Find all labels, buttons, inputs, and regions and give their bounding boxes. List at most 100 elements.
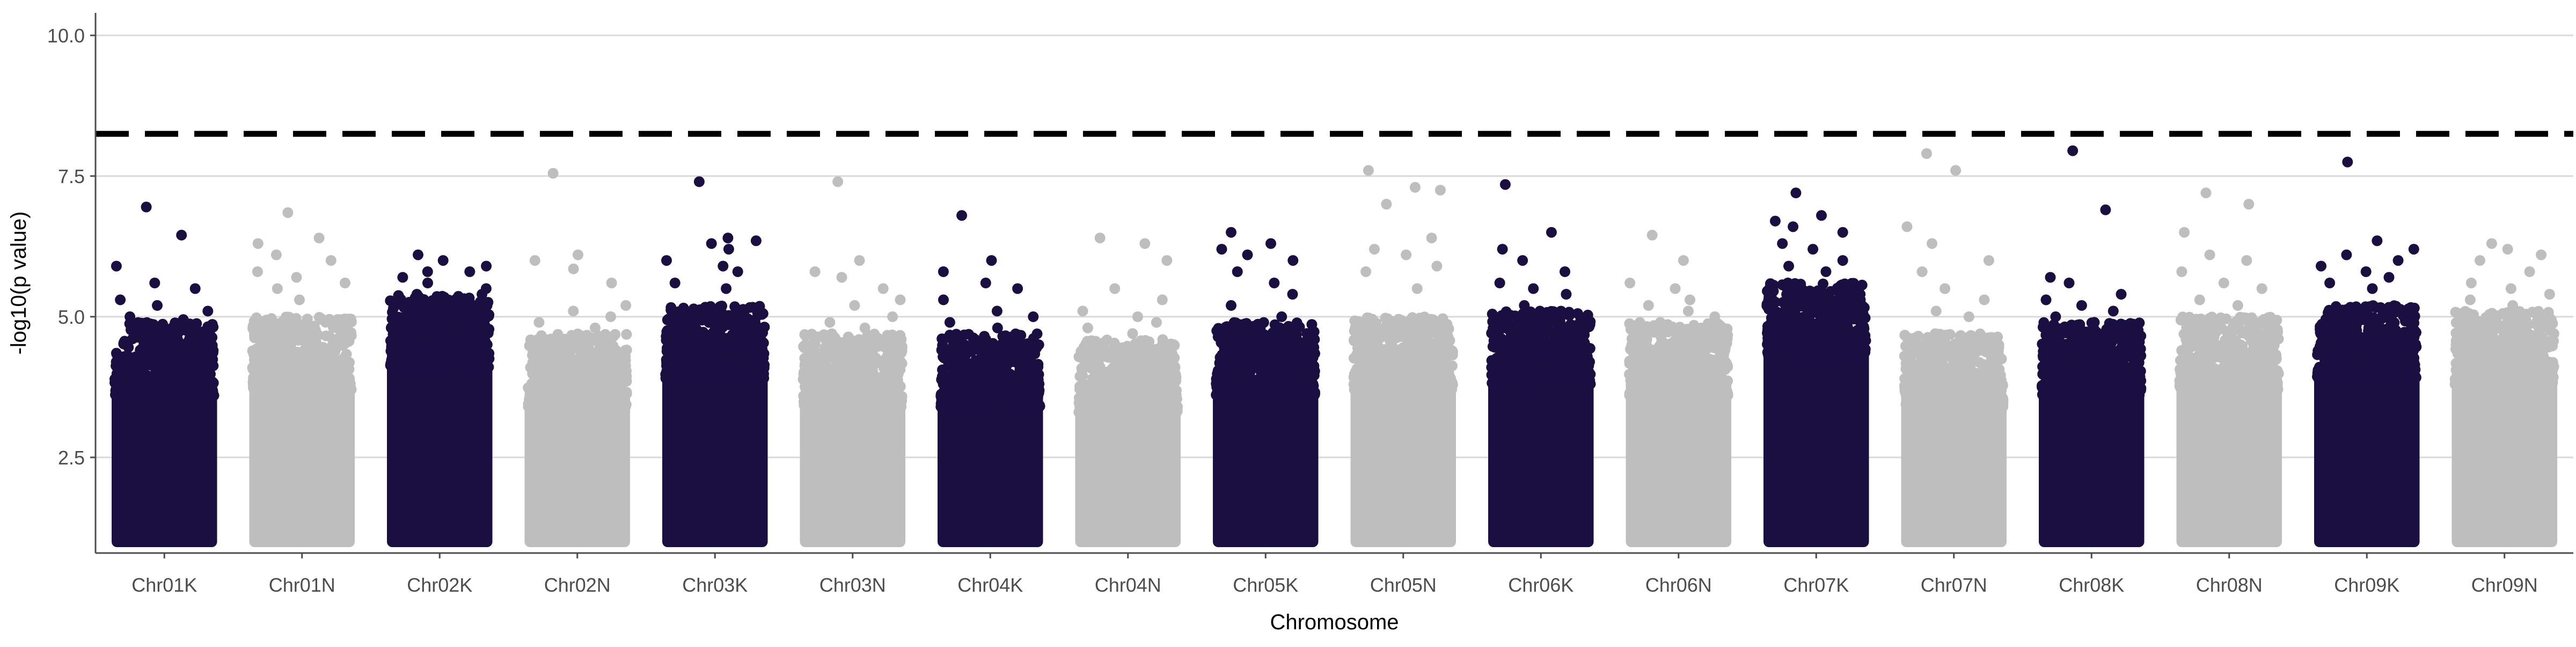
snp-point [733,321,744,331]
snp-point [738,373,749,384]
snp-point [868,341,879,352]
snp-point [141,390,151,401]
snp-point [545,376,555,387]
snp-point [205,369,216,380]
snp-point [276,324,287,335]
snp-point [728,332,738,343]
top-snp-point [412,289,422,300]
snp-point [314,312,325,323]
chromosome-Chr04K [935,210,1045,547]
snp-point [893,332,904,343]
snp-point [892,354,903,365]
snp-point [330,376,340,387]
snp-point [1025,368,1036,379]
snp-point [759,322,770,332]
top-snp-point [548,168,559,179]
snp-point [687,325,698,336]
snp-point [398,336,408,347]
snp-point [406,310,416,321]
snp-point [479,323,490,334]
snp-point [266,313,277,324]
top-snp-point [832,176,843,187]
snp-point [324,348,334,359]
snp-point [700,347,711,358]
snp-point [413,334,424,345]
snp-point [475,301,486,312]
snp-point [1026,358,1037,369]
snp-point [596,359,606,370]
snp-point [986,376,997,387]
top-snp-point [1012,283,1023,294]
snp-point [751,361,762,372]
snp-point [150,383,161,394]
snp-point [545,351,556,362]
snp-point [800,339,811,350]
snp-point [939,379,950,389]
snp-point [438,313,449,324]
point-cloud [662,362,768,547]
snp-point [148,319,159,330]
top-snp-point [190,283,201,294]
snp-point [110,389,121,400]
top-snp-point [422,266,433,277]
top-snp-point [481,283,492,294]
top-snp-point [992,323,1003,333]
snp-point [535,340,545,351]
top-snp-point [694,176,705,187]
snp-point [528,388,539,398]
snp-point [561,345,572,355]
snp-point [990,350,1001,360]
chromosome-Chr04N [1073,232,1183,547]
snp-point [747,344,757,355]
top-snp-point [723,244,734,255]
top-snp-point [620,300,631,311]
snp-point [836,401,846,412]
snp-point [681,373,692,384]
snp-point [262,347,273,358]
snp-point [987,402,998,412]
top-snp-point [810,266,821,277]
snp-point [386,338,397,348]
top-snp-point [992,306,1002,316]
top-snp-point [568,264,579,274]
top-snp-point [980,278,991,288]
snp-point [569,384,580,395]
point-cloud [250,373,355,547]
snp-point [1012,379,1023,389]
top-snp-point [294,294,305,305]
data-points [109,146,2559,547]
top-snp-point [253,238,264,249]
top-snp-point [291,272,302,283]
top-snp-point [340,278,350,288]
snp-point [344,358,355,368]
snp-point [524,340,535,351]
top-snp-point [178,314,189,325]
snp-point [465,345,475,356]
snp-point [870,353,881,364]
snp-point [287,337,297,347]
snp-point [269,332,280,343]
snp-point [307,384,318,395]
point-cloud [800,390,906,547]
snp-point [543,401,554,412]
point-cloud [1075,396,1181,547]
snp-point [951,329,962,339]
snp-point [171,331,182,342]
snp-point [131,332,142,343]
snp-point [129,390,140,401]
top-snp-point [149,278,160,288]
snp-point [970,371,980,382]
snp-point [885,397,896,408]
snp-point [1028,333,1039,344]
snp-point [252,366,262,376]
snp-point [208,347,218,358]
top-snp-point [849,300,860,311]
snp-point [711,362,721,373]
snp-point [181,367,192,378]
top-snp-point [152,300,163,311]
snp-point [199,331,210,341]
snp-point [565,366,575,376]
top-snp-point [837,272,847,283]
top-snp-point [590,323,601,333]
top-snp-point [895,294,906,305]
